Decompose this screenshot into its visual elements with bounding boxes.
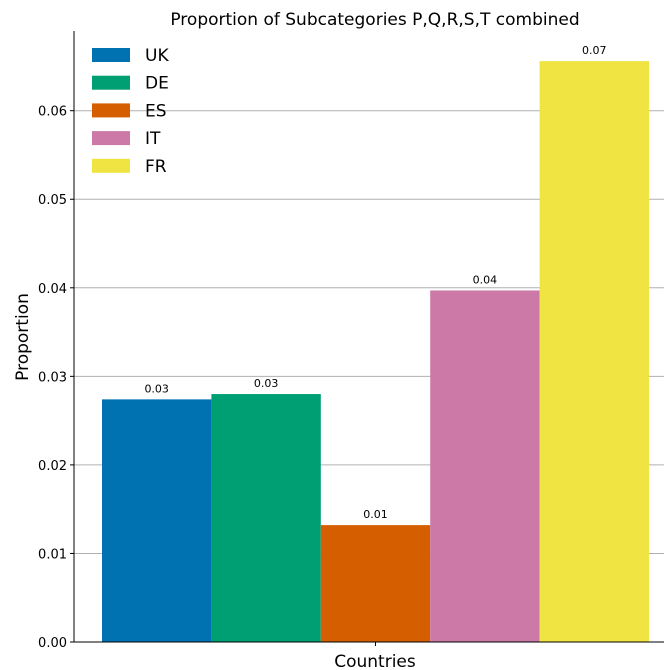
bar-de: [211, 394, 321, 642]
data-label-fr: 0.07: [582, 44, 607, 57]
chart-title: Proportion of Subcategories P,Q,R,S,T co…: [170, 10, 579, 30]
legend-swatch-de: [92, 75, 130, 90]
bar-es: [320, 525, 431, 642]
data-label-es: 0.01: [363, 508, 388, 521]
data-label-it: 0.04: [473, 273, 498, 286]
y-ticks: 0.00 0.01 0.02 0.03 0.04 0.05 0.06: [38, 105, 74, 651]
y-axis-label: Proportion: [13, 293, 33, 381]
legend-swatch-uk: [92, 48, 130, 62]
x-axis-label: Countries: [334, 652, 416, 670]
legend-swatch-fr: [92, 158, 130, 173]
y-tick-label: 0.06: [38, 105, 67, 120]
y-tick-label: 0.04: [38, 282, 67, 297]
data-label-uk: 0.03: [144, 382, 169, 395]
y-tick-label: 0.05: [38, 193, 67, 208]
y-tick-label: 0.00: [38, 636, 67, 651]
legend-label-es: ES: [145, 101, 167, 121]
legend-swatch-it: [92, 131, 130, 146]
y-tick-label: 0.01: [38, 547, 67, 562]
y-tick-label: 0.03: [38, 370, 67, 385]
legend-label-it: IT: [145, 129, 161, 149]
data-labels: 0.03 0.03 0.01 0.04 0.07: [144, 44, 606, 521]
legend-swatch-es: [92, 103, 130, 118]
legend-label-fr: FR: [145, 157, 167, 177]
legend-label-uk: UK: [145, 46, 169, 66]
bar-fr: [539, 61, 649, 643]
data-label-de: 0.03: [254, 377, 279, 390]
axes: [73, 31, 664, 646]
y-tick-label: 0.02: [38, 459, 67, 474]
legend: UK DE ES IT FR: [92, 46, 169, 177]
bars: [102, 61, 649, 643]
bar-uk: [102, 399, 212, 642]
legend-label-de: DE: [145, 74, 169, 94]
bar-it: [430, 290, 540, 642]
